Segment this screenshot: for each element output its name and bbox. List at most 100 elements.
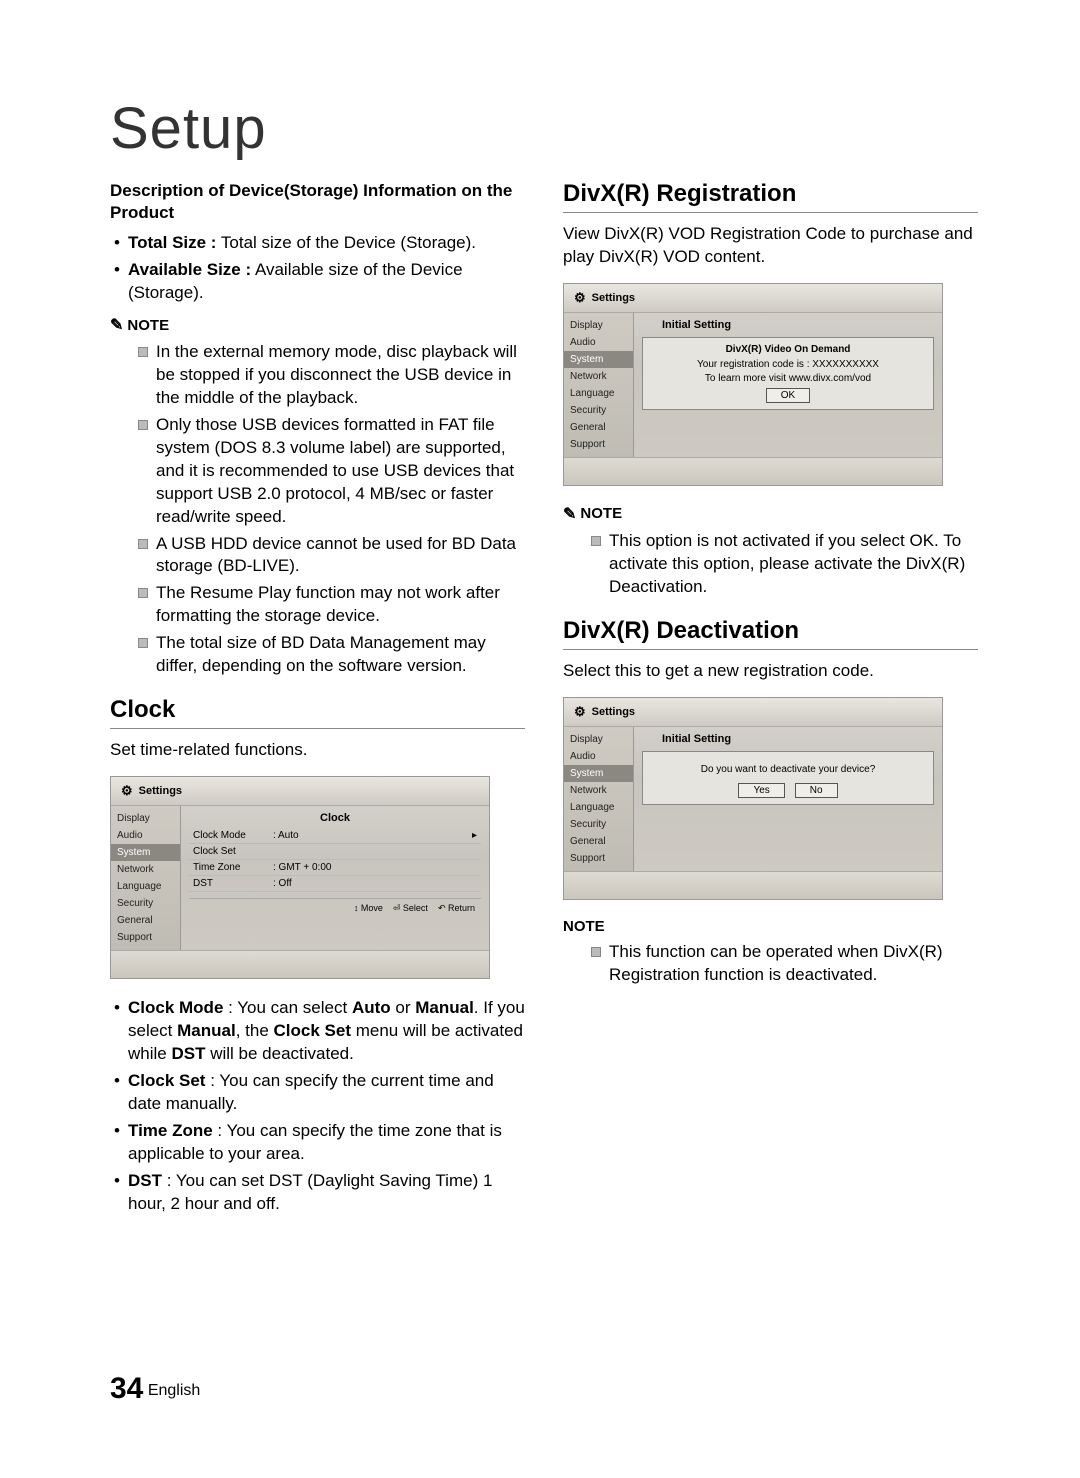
storage-list: Total Size : Total size of the Device (S… bbox=[110, 232, 525, 305]
panel-title: Initial Setting bbox=[662, 319, 934, 331]
label: Clock Mode bbox=[128, 998, 223, 1017]
page-title: Setup bbox=[110, 95, 980, 162]
note-item: In the external memory mode, disc playba… bbox=[138, 341, 525, 410]
sidebar-item[interactable]: System bbox=[564, 765, 633, 782]
sidebar-item[interactable]: Audio bbox=[111, 827, 180, 844]
sidebar-item[interactable]: General bbox=[111, 912, 180, 929]
sidebar-item[interactable]: Language bbox=[564, 799, 633, 816]
clock-intro: Set time-related functions. bbox=[110, 739, 525, 762]
sidebar-item[interactable]: Security bbox=[111, 895, 180, 912]
list-item: Time Zone : You can specify the time zon… bbox=[114, 1120, 525, 1166]
sidebar-item[interactable]: General bbox=[564, 419, 633, 436]
columns: Description of Device(Storage) Informati… bbox=[110, 180, 980, 1226]
text: Total size of the Device (Storage). bbox=[216, 233, 476, 252]
note-icon: ✎ bbox=[110, 315, 123, 335]
note-label: NOTE bbox=[563, 918, 605, 935]
page-number: 34 bbox=[110, 1372, 143, 1405]
sidebar-item[interactable]: Display bbox=[564, 731, 633, 748]
setting-row[interactable]: Clock Mode : Auto ▸ bbox=[189, 828, 481, 844]
no-button[interactable]: No bbox=[795, 783, 838, 798]
list-item: DST : You can set DST (Daylight Saving T… bbox=[114, 1170, 525, 1216]
button-row: OK bbox=[651, 388, 925, 403]
yes-button[interactable]: Yes bbox=[738, 783, 784, 798]
label: DST bbox=[128, 1171, 162, 1190]
note-list: In the external memory mode, disc playba… bbox=[110, 341, 525, 678]
text: Manual bbox=[415, 998, 474, 1017]
dialog: Do you want to deactivate your device? Y… bbox=[642, 751, 934, 805]
page-language: English bbox=[148, 1382, 200, 1399]
shot-body: Display Audio System Network Language Se… bbox=[564, 313, 942, 457]
text: DST bbox=[171, 1044, 205, 1063]
row-label: Clock Mode bbox=[193, 830, 273, 841]
text: Clock Set bbox=[274, 1021, 351, 1040]
shot-titlebar: ⚙ Settings bbox=[564, 698, 942, 727]
clock-bullets: Clock Mode : You can select Auto or Manu… bbox=[110, 997, 525, 1215]
note-item: The total size of BD Data Management may… bbox=[138, 632, 525, 678]
sidebar-item[interactable]: Network bbox=[564, 368, 633, 385]
sidebar-item[interactable]: Security bbox=[564, 816, 633, 833]
note-label: NOTE bbox=[127, 317, 169, 334]
shot-bottom bbox=[111, 950, 489, 978]
row-label: DST bbox=[193, 878, 273, 889]
list-item: Available Size : Available size of the D… bbox=[114, 259, 525, 305]
storage-heading: Description of Device(Storage) Informati… bbox=[110, 180, 525, 224]
sidebar-item[interactable]: Network bbox=[111, 861, 180, 878]
dialog-question: Do you want to deactivate your device? bbox=[651, 764, 925, 775]
list-item: Total Size : Total size of the Device (S… bbox=[114, 232, 525, 255]
shot-body: Display Audio System Network Language Se… bbox=[111, 806, 489, 950]
label: Available Size : bbox=[128, 260, 251, 279]
note-icon: ✎ bbox=[563, 504, 576, 524]
sidebar-item[interactable]: System bbox=[564, 351, 633, 368]
note-item: This option is not activated if you sele… bbox=[591, 530, 978, 599]
row-value: : Off bbox=[273, 878, 477, 889]
row-value bbox=[273, 846, 477, 857]
note-item: Only those USB devices formatted in FAT … bbox=[138, 414, 525, 529]
setting-row[interactable]: Time Zone : GMT + 0:00 bbox=[189, 860, 481, 876]
panel-title: Clock bbox=[189, 812, 481, 824]
sidebar-item[interactable]: Network bbox=[564, 782, 633, 799]
shot-title: Settings bbox=[592, 706, 635, 718]
sidebar-item[interactable]: Audio bbox=[564, 748, 633, 765]
shot-sidebar: Display Audio System Network Language Se… bbox=[564, 313, 634, 457]
text: Manual bbox=[177, 1021, 236, 1040]
sidebar-item[interactable]: Audio bbox=[564, 334, 633, 351]
row-label: Time Zone bbox=[193, 862, 273, 873]
note-heading: NOTE bbox=[563, 918, 978, 935]
note-label: NOTE bbox=[580, 505, 622, 522]
note-item: This function can be operated when DivX(… bbox=[591, 941, 978, 987]
left-column: Description of Device(Storage) Informati… bbox=[110, 180, 525, 1226]
divx-reg-intro: View DivX(R) VOD Registration Code to pu… bbox=[563, 223, 978, 269]
shot-bottom bbox=[564, 871, 942, 899]
setting-row[interactable]: DST : Off bbox=[189, 876, 481, 892]
ok-button[interactable]: OK bbox=[766, 388, 810, 403]
list-item: Clock Set : You can specify the current … bbox=[114, 1070, 525, 1116]
dialog-title: DivX(R) Video On Demand bbox=[651, 344, 925, 355]
nav-hint: ↕ Move bbox=[354, 903, 383, 914]
shot-main: Clock Clock Mode : Auto ▸ Clock Set Time… bbox=[181, 806, 489, 950]
page-footer: 34 English bbox=[110, 1372, 200, 1406]
shot-sidebar: Display Audio System Network Language Se… bbox=[564, 727, 634, 871]
shot-main: Initial Setting DivX(R) Video On Demand … bbox=[634, 313, 942, 457]
shot-main: Initial Setting Do you want to deactivat… bbox=[634, 727, 942, 871]
sidebar-item[interactable]: Support bbox=[111, 929, 180, 946]
divx-deact-screenshot: ⚙ Settings Display Audio System Network … bbox=[563, 697, 943, 900]
note-heading: ✎ NOTE bbox=[110, 315, 525, 335]
sidebar-item[interactable]: Language bbox=[564, 385, 633, 402]
sidebar-item[interactable]: Language bbox=[111, 878, 180, 895]
sidebar-item[interactable]: Security bbox=[564, 402, 633, 419]
sidebar-item[interactable]: Display bbox=[111, 810, 180, 827]
note-list: This function can be operated when DivX(… bbox=[563, 941, 978, 987]
shot-bottom bbox=[564, 457, 942, 485]
shot-titlebar: ⚙ Settings bbox=[564, 284, 942, 313]
divx-deact-heading: DivX(R) Deactivation bbox=[563, 617, 978, 650]
sidebar-item[interactable]: System bbox=[111, 844, 180, 861]
sidebar-item[interactable]: Support bbox=[564, 850, 633, 867]
divx-deact-intro: Select this to get a new registration co… bbox=[563, 660, 978, 683]
label: Time Zone bbox=[128, 1121, 213, 1140]
chevron-right-icon: ▸ bbox=[465, 830, 477, 841]
setting-row[interactable]: Clock Set bbox=[189, 844, 481, 860]
sidebar-item[interactable]: Support bbox=[564, 436, 633, 453]
sidebar-item[interactable]: Display bbox=[564, 317, 633, 334]
sidebar-item[interactable]: General bbox=[564, 833, 633, 850]
nav-hint: ⏎ Select bbox=[393, 903, 428, 914]
